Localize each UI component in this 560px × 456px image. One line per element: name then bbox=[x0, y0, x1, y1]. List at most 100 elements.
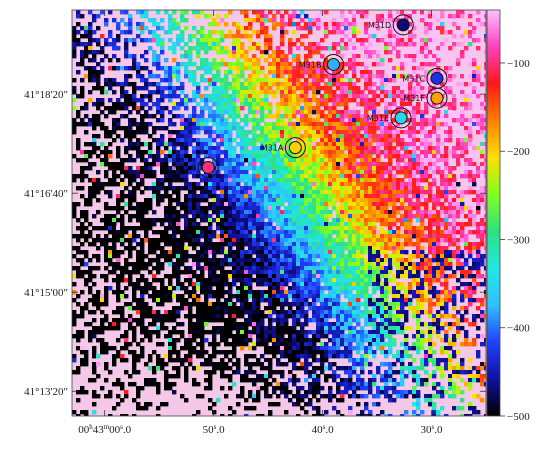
velocity-pixel bbox=[220, 190, 225, 195]
velocity-pixel bbox=[360, 70, 365, 75]
velocity-pixel bbox=[344, 46, 349, 51]
velocity-pixel bbox=[456, 10, 461, 15]
velocity-pixel bbox=[420, 186, 425, 191]
velocity-pixel bbox=[380, 94, 385, 99]
velocity-pixel bbox=[444, 246, 449, 251]
velocity-pixel bbox=[144, 166, 149, 171]
velocity-pixel bbox=[284, 210, 289, 215]
velocity-pixel bbox=[92, 74, 97, 79]
velocity-pixel bbox=[96, 246, 101, 251]
velocity-pixel bbox=[340, 62, 345, 67]
velocity-pixel bbox=[144, 170, 149, 175]
velocity-pixel bbox=[172, 18, 177, 23]
velocity-pixel bbox=[460, 210, 465, 215]
velocity-pixel bbox=[112, 174, 117, 179]
velocity-pixel bbox=[252, 170, 257, 175]
velocity-pixel bbox=[296, 234, 301, 239]
velocity-pixel bbox=[384, 238, 389, 243]
velocity-pixel bbox=[440, 154, 445, 159]
velocity-pixel bbox=[332, 222, 337, 227]
velocity-pixel bbox=[200, 186, 205, 191]
velocity-pixel bbox=[92, 114, 97, 119]
velocity-pixel bbox=[252, 206, 257, 211]
velocity-pixel bbox=[432, 182, 437, 187]
velocity-pixel bbox=[140, 258, 145, 263]
velocity-pixel bbox=[296, 214, 301, 219]
velocity-pixel bbox=[184, 234, 189, 239]
velocity-pixel bbox=[240, 186, 245, 191]
velocity-pixel bbox=[372, 158, 377, 163]
velocity-pixel bbox=[372, 234, 377, 239]
velocity-pixel bbox=[448, 266, 453, 271]
velocity-pixel bbox=[420, 262, 425, 267]
velocity-pixel bbox=[372, 226, 377, 231]
velocity-pixel bbox=[176, 150, 181, 155]
velocity-pixel bbox=[284, 194, 289, 199]
velocity-pixel bbox=[368, 170, 373, 175]
velocity-pixel bbox=[152, 182, 157, 187]
velocity-pixel bbox=[260, 202, 265, 207]
velocity-pixel bbox=[144, 218, 149, 223]
velocity-pixel bbox=[200, 270, 205, 275]
velocity-pixel bbox=[440, 210, 445, 215]
velocity-pixel bbox=[200, 226, 205, 231]
velocity-pixel bbox=[292, 166, 297, 171]
velocity-pixel bbox=[136, 250, 141, 255]
velocity-pixel bbox=[332, 42, 337, 47]
velocity-pixel bbox=[312, 162, 317, 167]
velocity-pixel bbox=[304, 186, 309, 191]
velocity-pixel bbox=[104, 54, 109, 59]
velocity-pixel bbox=[296, 22, 301, 27]
velocity-pixel bbox=[184, 166, 189, 171]
velocity-pixel bbox=[196, 158, 201, 163]
velocity-pixel bbox=[460, 74, 465, 79]
velocity-pixel bbox=[472, 242, 477, 247]
velocity-pixel bbox=[304, 230, 309, 235]
velocity-pixel bbox=[216, 90, 221, 95]
velocity-pixel bbox=[176, 138, 181, 143]
velocity-pixel bbox=[160, 86, 165, 91]
velocity-pixel bbox=[300, 26, 305, 31]
velocity-pixel bbox=[380, 202, 385, 207]
velocity-pixel bbox=[300, 114, 305, 119]
velocity-pixel bbox=[460, 270, 465, 275]
velocity-pixel bbox=[184, 198, 189, 203]
velocity-pixel bbox=[280, 62, 285, 67]
velocity-pixel bbox=[340, 10, 345, 15]
velocity-pixel bbox=[132, 102, 137, 107]
velocity-pixel bbox=[216, 94, 221, 99]
velocity-pixel bbox=[484, 158, 486, 163]
velocity-pixel bbox=[168, 186, 173, 191]
velocity-pixel bbox=[156, 238, 161, 243]
velocity-pixel bbox=[76, 226, 81, 231]
velocity-pixel bbox=[112, 238, 117, 243]
velocity-pixel bbox=[348, 174, 353, 179]
velocity-pixel bbox=[280, 226, 285, 231]
velocity-pixel bbox=[192, 122, 197, 127]
velocity-pixel bbox=[268, 222, 273, 227]
velocity-pixel bbox=[256, 118, 261, 123]
velocity-pixel bbox=[240, 206, 245, 211]
velocity-pixel bbox=[428, 38, 433, 43]
velocity-pixel bbox=[424, 234, 429, 239]
velocity-pixel bbox=[364, 86, 369, 91]
velocity-pixel bbox=[84, 270, 89, 275]
velocity-pixel bbox=[348, 82, 353, 87]
velocity-pixel bbox=[128, 118, 133, 123]
velocity-pixel bbox=[412, 250, 417, 255]
velocity-pixel bbox=[232, 202, 237, 207]
velocity-pixel bbox=[212, 258, 217, 263]
velocity-pixel bbox=[108, 194, 113, 199]
velocity-pixel bbox=[412, 70, 417, 75]
velocity-pixel bbox=[352, 66, 357, 71]
velocity-pixel bbox=[128, 254, 133, 259]
velocity-pixel bbox=[292, 266, 297, 271]
velocity-pixel bbox=[452, 166, 457, 171]
velocity-pixel bbox=[236, 90, 241, 95]
velocity-pixel bbox=[256, 34, 261, 39]
velocity-pixel bbox=[248, 146, 253, 151]
velocity-pixel bbox=[240, 98, 245, 103]
velocity-pixel bbox=[152, 130, 157, 135]
velocity-pixel bbox=[344, 82, 349, 87]
velocity-pixel bbox=[484, 46, 486, 51]
